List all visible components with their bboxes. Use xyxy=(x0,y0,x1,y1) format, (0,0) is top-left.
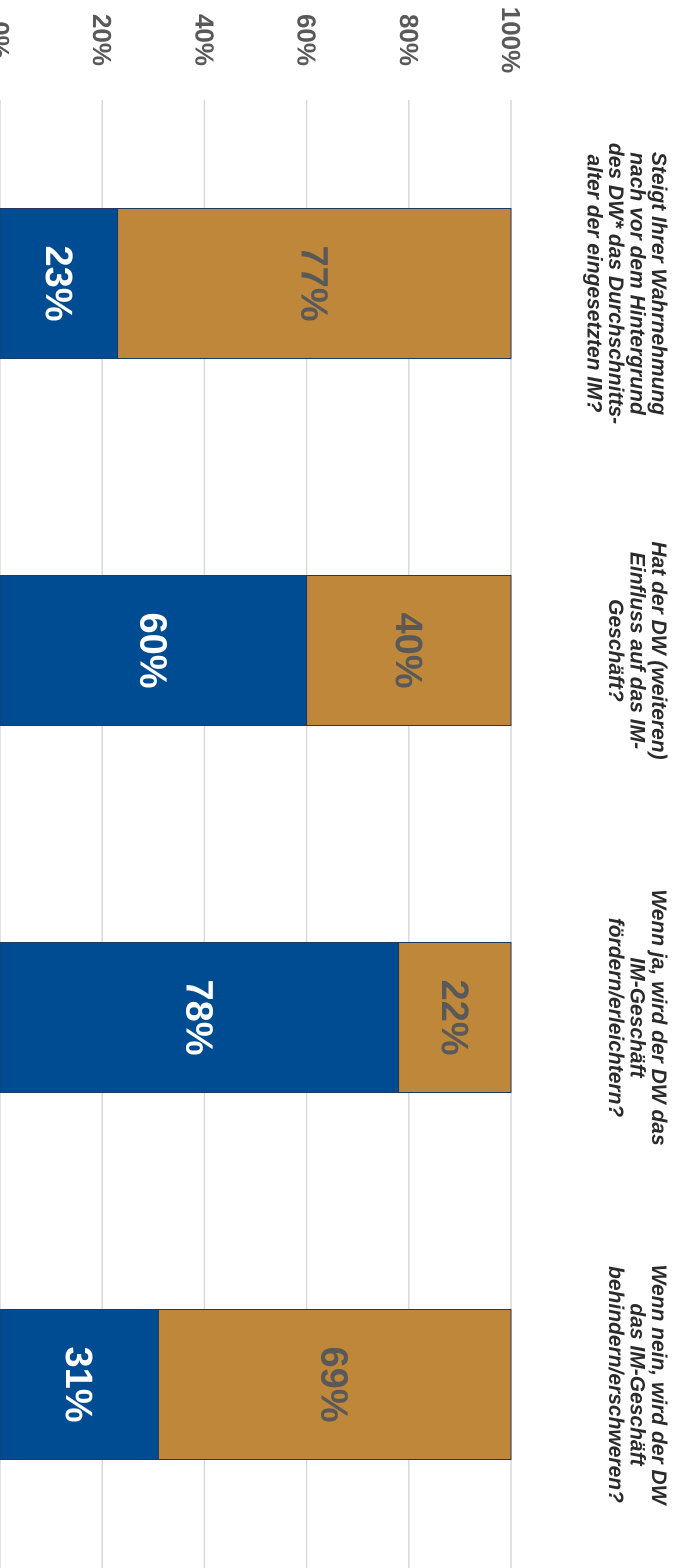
tick-label: 40% xyxy=(189,14,219,66)
category-label-line: IM-Geschäft xyxy=(626,957,649,1078)
category-label: Wenn ja, wird der DW dasIM-Geschäftförde… xyxy=(604,889,670,1145)
category-label-line: Wenn ja, wird der DW das xyxy=(647,889,670,1145)
bar-segment xyxy=(398,942,512,1093)
data-label: 31% xyxy=(57,1346,99,1422)
category-label-line: Steigt Ihrer Wahrnehmung xyxy=(647,152,670,415)
category-labels: Steigt Ihrer Wahrnehmungnach vor dem Hin… xyxy=(583,143,671,1507)
bar-segment xyxy=(117,208,512,359)
data-label: 40% xyxy=(387,612,429,688)
category-label: Wenn nein, wird der DWdas IM-Geschäftbeh… xyxy=(604,1265,670,1507)
category-label-line: fördern/erleichtern? xyxy=(604,918,627,1118)
data-label: 23% xyxy=(37,245,79,321)
tick-label: 80% xyxy=(394,14,424,66)
category-label-line: Einfluss auf das IM- xyxy=(626,552,649,749)
data-label: 69% xyxy=(313,1346,355,1422)
data-label: 78% xyxy=(177,979,219,1055)
tick-label: 100% xyxy=(496,7,526,74)
tick-label: 60% xyxy=(292,14,322,66)
data-label: 77% xyxy=(292,245,334,321)
tick-label: 0% xyxy=(0,21,15,59)
category-label-line: nach vor dem Hintergrund xyxy=(626,152,649,416)
category-label-line: des DW* das Durchschnitts- xyxy=(604,143,627,424)
bar-segment xyxy=(157,1309,512,1460)
bars: 23% 77% 60% 40% 78% 22% 31% 69% xyxy=(0,208,512,1460)
category-label-line: Hat der DW (weiteren) xyxy=(647,541,670,759)
axis-ticks: 0% 20% 40% 60% 80% 100% xyxy=(0,7,526,74)
category-label-line: das IM-Geschäft xyxy=(626,1303,649,1466)
data-label: 22% xyxy=(433,979,475,1055)
bar-segment xyxy=(306,575,512,726)
category-label-line: behindern/erschweren? xyxy=(604,1266,627,1503)
data-label: 60% xyxy=(131,612,173,688)
category-label: Hat der DW (weiteren)Einfluss auf das IM… xyxy=(604,541,670,759)
tick-label: 20% xyxy=(87,14,117,66)
category-label-line: Geschäft? xyxy=(604,599,627,702)
category-label-line: alter der eingesetzten IM? xyxy=(583,155,606,413)
category-label-line: Wenn nein, wird der DW xyxy=(647,1265,670,1507)
category-label: Steigt Ihrer Wahrnehmungnach vor dem Hin… xyxy=(583,143,671,424)
